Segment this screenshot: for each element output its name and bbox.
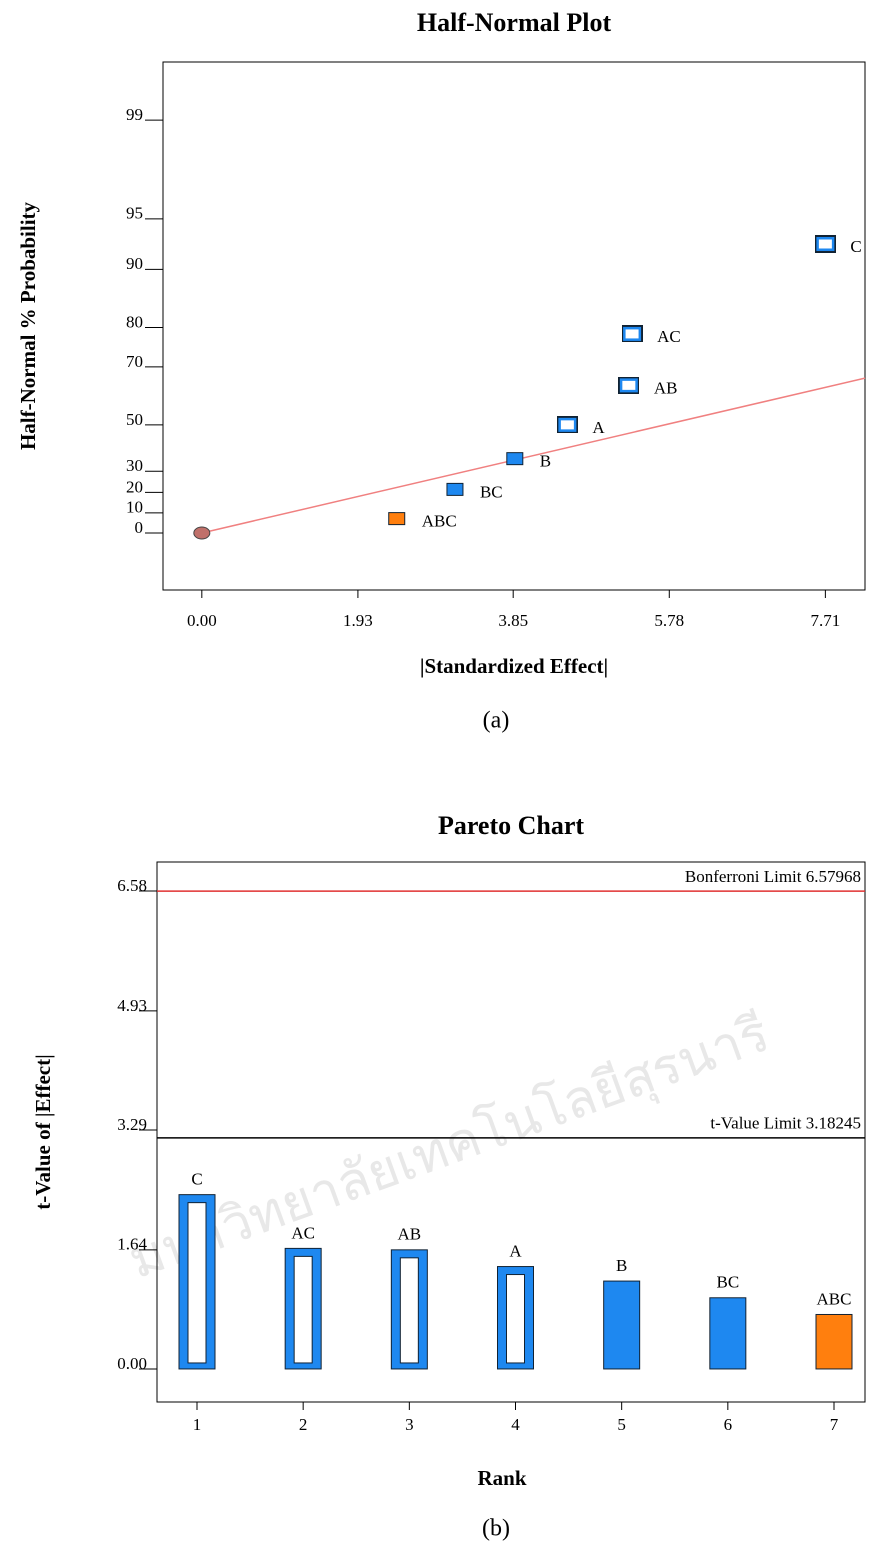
x-tick-label: 4 [511,1415,520,1434]
point [619,377,639,393]
point [446,482,464,496]
bar-inner [187,1202,207,1364]
point [193,526,211,540]
point-border [815,235,836,252]
y-tick-label: 70 [126,352,143,371]
point-label: A [592,418,605,437]
point [622,326,642,342]
point [506,452,524,466]
y-tick-label: 90 [126,254,143,273]
x-tick-label: 3.85 [498,611,528,630]
bar-label: C [191,1170,202,1189]
x-tick-label: 5 [617,1415,626,1434]
point-label: BC [480,482,503,501]
y-tick-label: 0 [135,518,144,537]
x-axis-label: |Standardized Effect| [420,654,608,678]
bar [603,1280,641,1370]
bar-label: B [616,1256,627,1275]
y-tick-label: 6.58 [117,876,147,895]
bar [815,1313,853,1370]
bar-label: AB [398,1225,422,1244]
point-label: C [850,237,861,256]
y-tick-label: 80 [126,312,143,331]
y-tick-label: 99 [126,105,143,124]
point-label: AB [654,378,678,397]
chart-title: Pareto Chart [438,811,584,840]
point [815,236,835,252]
x-tick-label: 7 [830,1415,839,1434]
x-tick-label: 6 [724,1415,733,1434]
y-tick-label: 3.29 [117,1115,147,1134]
point [557,417,577,433]
bar [709,1297,747,1370]
bar-label: AC [291,1223,315,1242]
x-tick-label: 1 [193,1415,202,1434]
point [388,512,406,526]
bar-inner [506,1274,525,1364]
point-label: B [540,452,551,471]
chart-title: Half-Normal Plot [417,8,612,37]
plot-frame [156,861,866,1403]
plot-frame [162,61,866,591]
y-tick-label: 50 [126,410,143,429]
reference-label: t-Value Limit 3.18245 [710,1114,861,1133]
x-tick-label: 1.93 [343,611,373,630]
point-border [622,325,643,342]
x-tick-label: 2 [299,1415,308,1434]
x-tick-label: 3 [405,1415,414,1434]
y-tick-label: 1.64 [117,1235,147,1254]
bar-inner [399,1257,419,1364]
bar-label: A [509,1241,522,1260]
point-border [618,377,639,394]
point-label: ABC [422,512,457,531]
y-axis-label: Half-Normal % Probability [16,201,40,450]
y-tick-label: 10 [126,498,143,517]
bar-inner [293,1255,313,1364]
y-tick-label: 0.00 [117,1354,147,1373]
caption: (b) [482,1516,510,1542]
y-tick-label: 95 [126,204,143,223]
reference-line [201,377,866,534]
point-label: AC [657,327,681,346]
caption: (a) [483,708,510,734]
reference-label: Bonferroni Limit 6.57968 [685,867,861,886]
y-tick-label: 4.93 [117,996,147,1015]
x-axis-label: Rank [477,1466,526,1490]
watermark: มหาวิทยาลัยเทคโนโลยีสุรนารี [121,1003,777,1292]
point-border [557,416,578,433]
y-tick-label: 30 [126,456,143,475]
x-tick-label: 7.71 [810,611,840,630]
bar-label: BC [716,1273,739,1292]
bar-label: ABC [817,1289,852,1308]
y-axis-label: t-Value of |Effect| [31,1054,55,1209]
y-tick-label: 20 [126,477,143,496]
x-tick-label: 5.78 [654,611,684,630]
x-tick-label: 0.00 [187,611,217,630]
